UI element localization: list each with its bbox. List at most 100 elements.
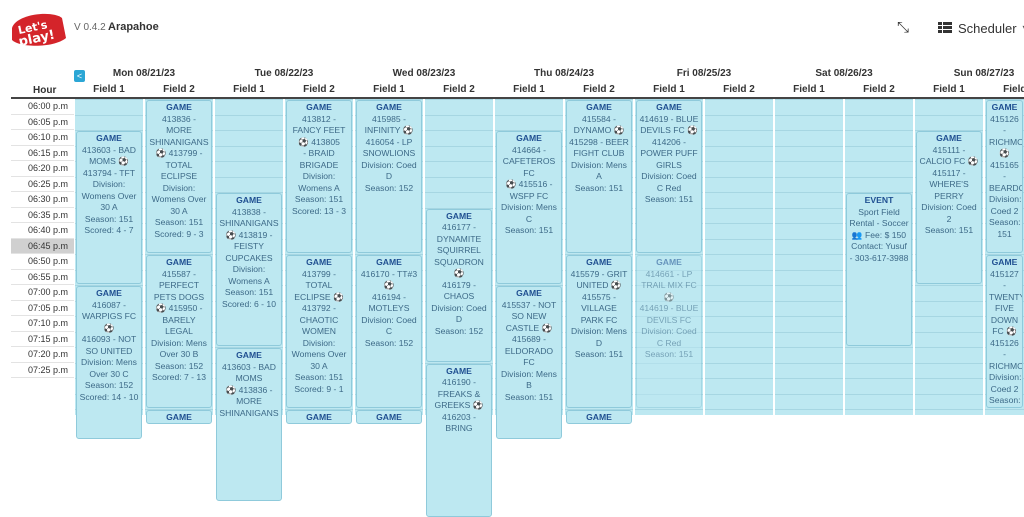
game-card[interactable]: GAME [356,410,422,424]
slot-divider [775,192,843,193]
game-card[interactable]: GAME 413603 - BAD MOMS ⚽ 413794 - TFT Divi… [76,131,142,284]
slot-divider [705,223,773,224]
game-card[interactable]: GAME 413812 - FANCY FEET ⚽ 413805- BRAID … [286,100,352,253]
slot-divider [425,192,493,193]
game-card[interactable]: GAME 415579 - GRIT UNITED ⚽ 415575 - VILLA… [566,255,632,408]
game-card[interactable]: GAME [286,410,352,424]
card-type-label: GAME [376,102,402,112]
game-card[interactable]: GAME 415111 - CALCIO FC ⚽ 415117 - WHERE'… [916,131,982,284]
game-card[interactable]: GAME 416170 - TT#3 ⚽ 416194 - MOTLEYS Divis… [356,255,422,408]
card-line: 414661 - LP TRAIL MIX FC ⚽ [641,268,697,302]
slot-divider [705,192,773,193]
slot-divider [845,130,913,131]
time-slot: 06:15 p.m [11,146,74,161]
slot-divider [915,300,983,302]
slot-divider [845,409,913,410]
time-slot: 06:40 p.m [11,223,74,239]
slot-divider [775,300,843,302]
game-card[interactable]: GAME 413838 - SHINANIGANS ⚽ 413819 - FEIST… [216,193,282,346]
card-line: Scored: 9 - 3 [154,228,204,239]
game-card[interactable]: GAME [566,410,632,424]
field-column[interactable] [705,99,773,415]
card-line: 413838 - SHINANIGANS [219,206,279,229]
card-line: 413792 - CHAOTIC WOMEN [299,303,339,336]
slot-divider [775,114,843,116]
game-card[interactable]: GAME 415584 - DYNAMO ⚽ 415298 - BEER FIGHT… [566,100,632,253]
slot-divider [565,409,633,410]
card-line: 416179 - CHAOS [442,279,476,302]
card-type-label: GAME [586,412,612,422]
game-card[interactable]: GAME [146,410,212,424]
top-bar: Let's play! V 0.4.2 Arapahoe ⤡ Scheduler… [0,0,1024,60]
event-card[interactable]: EVENT Sport Field Rental - Soccer 👥 Fee: $… [846,193,912,346]
slot-divider [705,347,773,348]
card-line: ⚽ 413819 - FEISTY [225,229,273,252]
card-line: Season: 151 [989,217,1021,239]
game-card[interactable]: GAME 415537 - NOT SO NEW CASTLE ⚽ 415689 -… [496,286,562,439]
card-line: Season: 151 [224,287,274,297]
card-type-label: GAME [586,102,612,112]
slot-divider [985,254,1024,255]
slot-divider [705,331,773,333]
card-line: 416190 - FREAKS & GREEKS ⚽ [434,377,484,410]
lets-play-logo[interactable]: Let's play! [8,8,68,50]
card-line: Division: [162,182,196,193]
slot-divider [425,130,493,131]
slot-divider [775,269,843,271]
card-line: 416194 - MOTLEYS [368,291,410,314]
game-card[interactable]: GAME 416177 - DYNAMITE SQUIRREL SQUADRON … [426,208,492,362]
scheduler-menu[interactable]: Scheduler ▾ [938,18,1024,38]
card-line: Division: Mens B [501,368,557,391]
card-type-label: GAME [991,257,1018,267]
card-type-label: GAME [166,102,192,112]
slot-divider [845,192,913,193]
game-card[interactable]: GAME 413836 - MORE SHINANIGANS ⚽ 413799 -T… [146,100,212,253]
field-header: Field 2 [863,84,895,95]
card-type-label: GAME [96,288,122,298]
time-slot: 06:25 p.m [11,177,74,192]
game-card[interactable]: GAME 414661 - LP TRAIL MIX FC ⚽ 414619 - B… [636,255,702,408]
game-card[interactable]: GAME 413603 - BAD MOMS ⚽ 413836 - MORE SHI… [216,348,282,501]
game-card[interactable]: GAME 416087 - WARPIGS FC ⚽ 416093 - NOT SO… [76,286,142,439]
slot-divider [705,145,773,147]
game-card[interactable]: GAME 415985 - INFINITY ⚽ 416054 - LP SNOWL… [356,100,422,253]
card-line: Scored: 9 - 1 [294,383,344,394]
game-card[interactable]: GAME 415587 - PERFECT PETS DOGS ⚽ 415950 … [146,255,212,408]
game-card[interactable]: GAME 416190 - FREAKS & GREEKS ⚽ 416203 - B… [426,363,492,517]
card-line: 414619 - BLUE DEVILS FC [639,303,699,325]
slot-divider [705,99,773,100]
card-line: 413799 - TOTAL ECLIPSE ⚽ [294,268,344,302]
slot-divider [635,254,703,255]
card-line: 415126 - RICHMOND [989,113,1023,147]
slot-divider [775,254,843,255]
game-card[interactable]: GAME 413799 - TOTAL ECLIPSE ⚽ 413792 - CHA… [286,255,352,408]
slot-divider [915,347,983,348]
game-card[interactable]: GAME 414619 - BLUE DEVILS FC ⚽ 414206 - PO… [636,100,702,253]
compress-arrows-icon[interactable]: ⤡ [896,19,909,36]
card-line: Division: Mens Over 30 C [81,357,137,379]
card-line: Division: Coed C Red [641,326,697,348]
slot-divider [985,409,1024,410]
field-header: Field 2 [163,84,195,95]
card-line: Season: 151 [574,349,624,359]
card-line: Season: 151 [574,182,624,193]
slot-divider [565,254,633,255]
card-line: Division: Mens D [571,326,627,348]
field-header: Field 2 [583,84,615,95]
slot-divider [145,409,213,410]
card-line: 413836 - MORE SHINANIGANS [149,113,209,147]
game-card[interactable]: GAME 415127 - TWENTY FIVE DOWN FC ⚽ 415126… [986,255,1023,408]
slot-divider [705,161,773,162]
card-line: Season: 151 [924,225,974,235]
slot-divider [705,316,773,317]
card-line: Division: Coed 2 [989,194,1022,216]
field-header: Field 1 [933,84,965,95]
field-column[interactable] [775,99,843,415]
card-line: Division: Womens Over 30 A [291,337,347,371]
slot-divider [425,207,493,209]
current-time-slot: 06:45 p.m [11,238,74,254]
prev-week-button[interactable]: < [74,70,85,82]
card-line: Scored: 13 - 3 [292,205,346,216]
game-card[interactable]: GAME 414664 - CAFETEROS FC ⚽ 415516 - WSFP… [496,131,562,284]
